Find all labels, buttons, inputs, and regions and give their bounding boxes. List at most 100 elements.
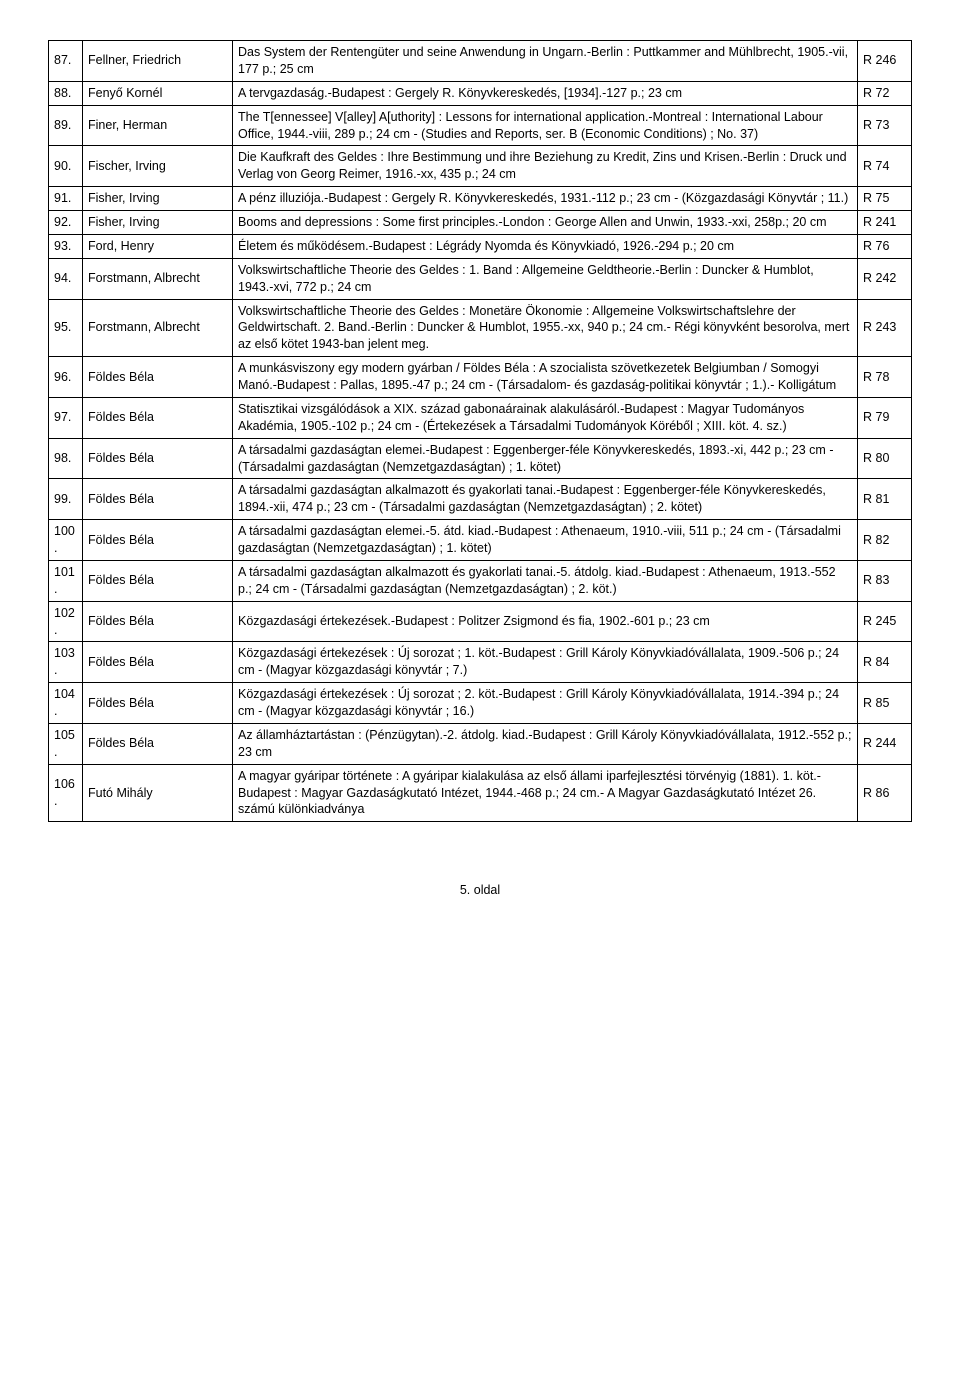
- description-cell: A társadalmi gazdaságtan elemei.-5. átd.…: [233, 520, 858, 561]
- bibliography-table: 87.Fellner, FriedrichDas System der Rent…: [48, 40, 912, 822]
- row-number: 100.: [49, 520, 83, 561]
- table-row: 105.Földes BélaAz államháztartástan : (P…: [49, 723, 912, 764]
- description-cell: A társadalmi gazdaságtan alkalmazott és …: [233, 560, 858, 601]
- table-row: 88.Fenyő KornélA tervgazdaság.-Budapest …: [49, 81, 912, 105]
- table-row: 104.Földes BélaKözgazdasági értekezések …: [49, 683, 912, 724]
- description-cell: Booms and depressions : Some first princ…: [233, 211, 858, 235]
- table-row: 99.Földes BélaA társadalmi gazdaságtan a…: [49, 479, 912, 520]
- description-cell: A pénz illuziója.-Budapest : Gergely R. …: [233, 187, 858, 211]
- table-row: 93.Ford, HenryÉletem és működésem.-Budap…: [49, 234, 912, 258]
- row-number: 98.: [49, 438, 83, 479]
- row-number: 104.: [49, 683, 83, 724]
- row-number: 99.: [49, 479, 83, 520]
- row-number: 102.: [49, 601, 83, 642]
- row-number: 103.: [49, 642, 83, 683]
- row-number: 92.: [49, 211, 83, 235]
- reference-cell: R 75: [858, 187, 912, 211]
- reference-cell: R 79: [858, 397, 912, 438]
- author-cell: Forstmann, Albrecht: [83, 258, 233, 299]
- reference-cell: R 80: [858, 438, 912, 479]
- author-cell: Fischer, Irving: [83, 146, 233, 187]
- table-row: 101.Földes BélaA társadalmi gazdaságtan …: [49, 560, 912, 601]
- author-cell: Fenyő Kornél: [83, 81, 233, 105]
- description-cell: Közgazdasági értekezések : Új sorozat ; …: [233, 683, 858, 724]
- reference-cell: R 243: [858, 299, 912, 357]
- reference-cell: R 83: [858, 560, 912, 601]
- row-number: 106.: [49, 764, 83, 822]
- table-row: 90.Fischer, IrvingDie Kaufkraft des Geld…: [49, 146, 912, 187]
- author-cell: Fisher, Irving: [83, 211, 233, 235]
- author-cell: Földes Béla: [83, 397, 233, 438]
- reference-cell: R 85: [858, 683, 912, 724]
- author-cell: Földes Béla: [83, 520, 233, 561]
- author-cell: Fisher, Irving: [83, 187, 233, 211]
- row-number: 101.: [49, 560, 83, 601]
- reference-cell: R 76: [858, 234, 912, 258]
- description-cell: A társadalmi gazdaságtan alkalmazott és …: [233, 479, 858, 520]
- table-row: 100.Földes BélaA társadalmi gazdaságtan …: [49, 520, 912, 561]
- reference-cell: R 241: [858, 211, 912, 235]
- reference-cell: R 82: [858, 520, 912, 561]
- table-row: 87.Fellner, FriedrichDas System der Rent…: [49, 41, 912, 82]
- reference-cell: R 244: [858, 723, 912, 764]
- description-cell: Közgazdasági értekezések : Új sorozat ; …: [233, 642, 858, 683]
- author-cell: Fellner, Friedrich: [83, 41, 233, 82]
- author-cell: Finer, Herman: [83, 105, 233, 146]
- row-number: 89.: [49, 105, 83, 146]
- reference-cell: R 245: [858, 601, 912, 642]
- author-cell: Földes Béla: [83, 438, 233, 479]
- row-number: 96.: [49, 357, 83, 398]
- row-number: 105.: [49, 723, 83, 764]
- table-row: 102.Földes BélaKözgazdasági értekezések.…: [49, 601, 912, 642]
- reference-cell: R 78: [858, 357, 912, 398]
- row-number: 93.: [49, 234, 83, 258]
- row-number: 91.: [49, 187, 83, 211]
- description-cell: A társadalmi gazdaságtan elemei.-Budapes…: [233, 438, 858, 479]
- table-row: 91.Fisher, IrvingA pénz illuziója.-Budap…: [49, 187, 912, 211]
- description-cell: Statisztikai vizsgálódások a XIX. század…: [233, 397, 858, 438]
- reference-cell: R 72: [858, 81, 912, 105]
- row-number: 94.: [49, 258, 83, 299]
- row-number: 97.: [49, 397, 83, 438]
- table-row: 94.Forstmann, AlbrechtVolkswirtschaftlic…: [49, 258, 912, 299]
- table-row: 97.Földes BélaStatisztikai vizsgálódások…: [49, 397, 912, 438]
- reference-cell: R 74: [858, 146, 912, 187]
- reference-cell: R 81: [858, 479, 912, 520]
- author-cell: Földes Béla: [83, 683, 233, 724]
- description-cell: Az államháztartástan : (Pénzügytan).-2. …: [233, 723, 858, 764]
- description-cell: A munkásviszony egy modern gyárban / Föl…: [233, 357, 858, 398]
- table-row: 89.Finer, HermanThe T[ennessee] V[alley]…: [49, 105, 912, 146]
- description-cell: Volkswirtschaftliche Theorie des Geldes …: [233, 299, 858, 357]
- row-number: 95.: [49, 299, 83, 357]
- reference-cell: R 84: [858, 642, 912, 683]
- page-footer: 5. oldal: [48, 882, 912, 899]
- row-number: 87.: [49, 41, 83, 82]
- description-cell: Das System der Rentengüter und seine Anw…: [233, 41, 858, 82]
- description-cell: A magyar gyáripar története : A gyáripar…: [233, 764, 858, 822]
- author-cell: Földes Béla: [83, 723, 233, 764]
- description-cell: Volkswirtschaftliche Theorie des Geldes …: [233, 258, 858, 299]
- description-cell: The T[ennessee] V[alley] A[uthority] : L…: [233, 105, 858, 146]
- reference-cell: R 242: [858, 258, 912, 299]
- author-cell: Forstmann, Albrecht: [83, 299, 233, 357]
- author-cell: Ford, Henry: [83, 234, 233, 258]
- author-cell: Földes Béla: [83, 642, 233, 683]
- author-cell: Földes Béla: [83, 479, 233, 520]
- author-cell: Futó Mihály: [83, 764, 233, 822]
- table-row: 96.Földes BélaA munkásviszony egy modern…: [49, 357, 912, 398]
- description-cell: A tervgazdaság.-Budapest : Gergely R. Kö…: [233, 81, 858, 105]
- table-row: 103.Földes BélaKözgazdasági értekezések …: [49, 642, 912, 683]
- reference-cell: R 246: [858, 41, 912, 82]
- row-number: 90.: [49, 146, 83, 187]
- reference-cell: R 86: [858, 764, 912, 822]
- table-row: 98.Földes BélaA társadalmi gazdaságtan e…: [49, 438, 912, 479]
- table-row: 92.Fisher, IrvingBooms and depressions :…: [49, 211, 912, 235]
- author-cell: Földes Béla: [83, 357, 233, 398]
- row-number: 88.: [49, 81, 83, 105]
- description-cell: Életem és működésem.-Budapest : Légrády …: [233, 234, 858, 258]
- description-cell: Die Kaufkraft des Geldes : Ihre Bestimmu…: [233, 146, 858, 187]
- author-cell: Földes Béla: [83, 601, 233, 642]
- reference-cell: R 73: [858, 105, 912, 146]
- description-cell: Közgazdasági értekezések.-Budapest : Pol…: [233, 601, 858, 642]
- author-cell: Földes Béla: [83, 560, 233, 601]
